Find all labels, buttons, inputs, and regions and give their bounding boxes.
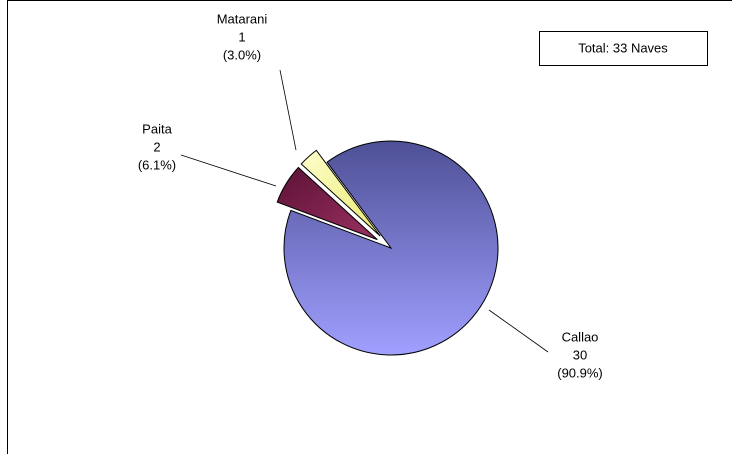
- slice-label: Paita: [142, 121, 172, 136]
- pie-slice: [276, 166, 378, 241]
- pie-slice: [283, 140, 499, 356]
- leader-line: [279, 69, 297, 151]
- slice-value: 1: [238, 29, 245, 44]
- frame: [7, 0, 732, 454]
- annotation-box: [539, 31, 708, 66]
- annotation: Total: 33 Naves: [578, 40, 668, 55]
- slice-percent: (90.9%): [557, 365, 603, 380]
- slice-percent: (3.0%): [223, 47, 261, 62]
- slice-value: 2: [153, 139, 160, 154]
- leader-line: [180, 154, 277, 187]
- slice-percent: (6.1%): [138, 157, 176, 172]
- pie-slice: [300, 149, 381, 237]
- slice-label: Callao: [562, 329, 599, 344]
- slice-value: 30: [573, 347, 587, 362]
- leader-line: [488, 309, 549, 353]
- slice-label: Matarani: [217, 11, 268, 26]
